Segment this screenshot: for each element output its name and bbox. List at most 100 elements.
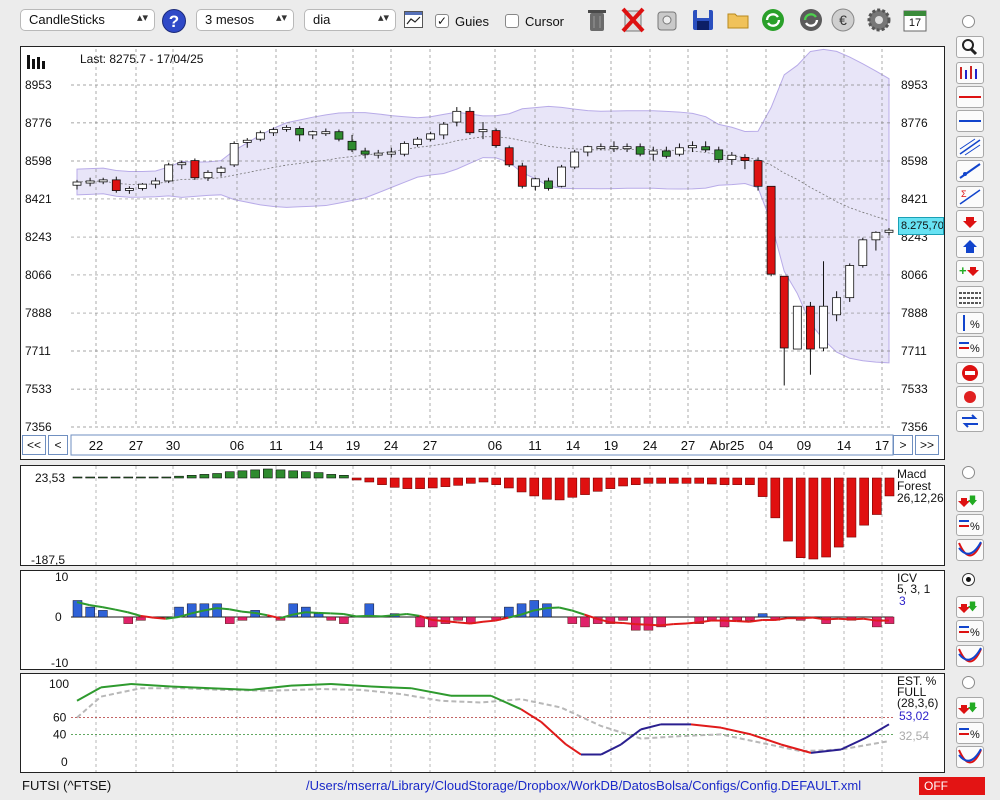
- macd-bar: [174, 475, 184, 479]
- add-signal-button[interactable]: +: [956, 260, 984, 282]
- config-path-link[interactable]: /Users/mserra/Library/CloudStorage/Dropb…: [306, 778, 862, 793]
- nav-last-button[interactable]: >>: [915, 435, 939, 455]
- arrows-red-green-button[interactable]: [956, 697, 984, 719]
- help-icon[interactable]: ?: [162, 9, 186, 33]
- candle-body: [72, 181, 82, 186]
- y-tick-label-right: 8953: [901, 78, 928, 92]
- cross-lines-button[interactable]: [956, 746, 984, 768]
- period-select[interactable]: 3 mesos ▴▾: [196, 9, 294, 31]
- candle-body: [884, 229, 894, 233]
- guides-checkbox[interactable]: ✓: [435, 14, 449, 28]
- percent-lines-button[interactable]: %: [956, 336, 984, 358]
- arrows-red-green-button[interactable]: [956, 596, 984, 618]
- macd-bar: [846, 477, 857, 538]
- macd-bar: [212, 473, 222, 479]
- x-tick-label: 27: [681, 438, 695, 453]
- grid-lines-button[interactable]: [956, 286, 984, 308]
- stoch-k-line: [780, 743, 812, 754]
- horizontal-line-red-button[interactable]: [956, 86, 984, 108]
- radio-stoch[interactable]: [962, 676, 975, 689]
- y-tick-label-right: 8598: [901, 154, 928, 168]
- status-indicator[interactable]: OFF: [919, 777, 985, 795]
- icv-bar: [364, 603, 375, 618]
- x-tick-label: 24: [643, 438, 657, 453]
- delete-icon[interactable]: [620, 6, 646, 34]
- percent-lines-button[interactable]: %: [956, 722, 984, 744]
- x-tick-label: 24: [384, 438, 398, 453]
- currency-icon[interactable]: €: [830, 6, 856, 34]
- cursor-checkbox[interactable]: [505, 14, 519, 28]
- horizontal-line-blue-button[interactable]: [956, 110, 984, 132]
- icv-signal-line: [229, 608, 243, 613]
- candle-body: [701, 146, 711, 151]
- chart-type-select[interactable]: CandleSticks ▴▾: [20, 9, 155, 31]
- arrows-red-green-button[interactable]: [956, 490, 984, 512]
- radio-macd[interactable]: [962, 466, 975, 479]
- cross-lines-button[interactable]: [956, 645, 984, 667]
- record-button[interactable]: [956, 386, 984, 408]
- percent-range-button[interactable]: %: [956, 312, 984, 334]
- open-folder-icon[interactable]: [725, 6, 751, 34]
- x-tick-label: 27: [129, 438, 143, 453]
- candle-body: [819, 305, 828, 349]
- trash-icon[interactable]: [584, 6, 610, 34]
- channel-button[interactable]: [956, 136, 984, 158]
- cross-lines-button[interactable]: [956, 539, 984, 561]
- stoch-k-line: [250, 684, 292, 691]
- x-tick-label: 17: [875, 438, 889, 453]
- fibonacci-button[interactable]: Σ: [956, 186, 984, 208]
- candle-body: [334, 131, 344, 140]
- cross-lines-icon: [958, 647, 982, 663]
- chart-settings-icon[interactable]: [404, 11, 423, 28]
- percent-lines-button[interactable]: %: [956, 620, 984, 642]
- candle-body: [714, 149, 724, 160]
- calendar-icon[interactable]: 17: [902, 6, 928, 34]
- icv-bar: [719, 616, 730, 628]
- drive-icon[interactable]: [654, 6, 680, 34]
- bars-chart-button[interactable]: [956, 62, 984, 84]
- macd-bar: [263, 468, 273, 479]
- candle-body: [177, 162, 187, 166]
- candle-body: [373, 152, 383, 156]
- icv-bar: [98, 610, 108, 618]
- stoch-ytick: 100: [49, 677, 69, 691]
- stochastic-chart[interactable]: 100 60 40 0 EST. %FULL(28,3,6)53,02 32,54: [21, 674, 944, 772]
- macd-bar: [542, 477, 552, 500]
- arrow-down-red-button[interactable]: [956, 210, 984, 232]
- x-tick-label: 11: [528, 438, 542, 453]
- candle-body: [151, 180, 160, 185]
- swap-button[interactable]: [956, 410, 984, 432]
- svg-text:+: +: [959, 263, 967, 278]
- refresh-icon[interactable]: [760, 6, 786, 34]
- interval-select[interactable]: dia ▴▾: [304, 9, 396, 31]
- trend-line-button[interactable]: [956, 160, 984, 182]
- icv-bar: [225, 616, 235, 624]
- sync-icon[interactable]: [798, 6, 824, 34]
- icv-signal-line: [647, 623, 661, 627]
- radio-icv[interactable]: [962, 573, 975, 586]
- icv-signal-line: [140, 614, 154, 619]
- nav-prev-button[interactable]: <: [48, 435, 68, 455]
- save-icon[interactable]: [690, 6, 716, 34]
- nav-next-button[interactable]: >: [893, 435, 913, 455]
- zoom-button[interactable]: [956, 36, 984, 58]
- no-entry-button[interactable]: [956, 362, 984, 384]
- last-price-label: Last: 8275.7 - 17/04/25: [80, 52, 204, 66]
- nav-first-button[interactable]: <<: [22, 435, 46, 455]
- icv-signal-line: [546, 606, 560, 610]
- svg-text:%: %: [970, 343, 980, 355]
- candle-body: [413, 138, 422, 145]
- y-tick-label-right: 7711: [901, 344, 927, 358]
- radio-main[interactable]: [962, 15, 975, 28]
- macd-bar: [491, 477, 501, 485]
- arrow-up-blue-button[interactable]: [956, 236, 984, 258]
- bollinger-band: [76, 48, 890, 364]
- icv-signal-line: [432, 618, 446, 623]
- icv-bar: [453, 616, 463, 621]
- percent-lines-button[interactable]: %: [956, 514, 984, 536]
- candle-body: [596, 146, 606, 150]
- settings-icon[interactable]: [866, 6, 892, 34]
